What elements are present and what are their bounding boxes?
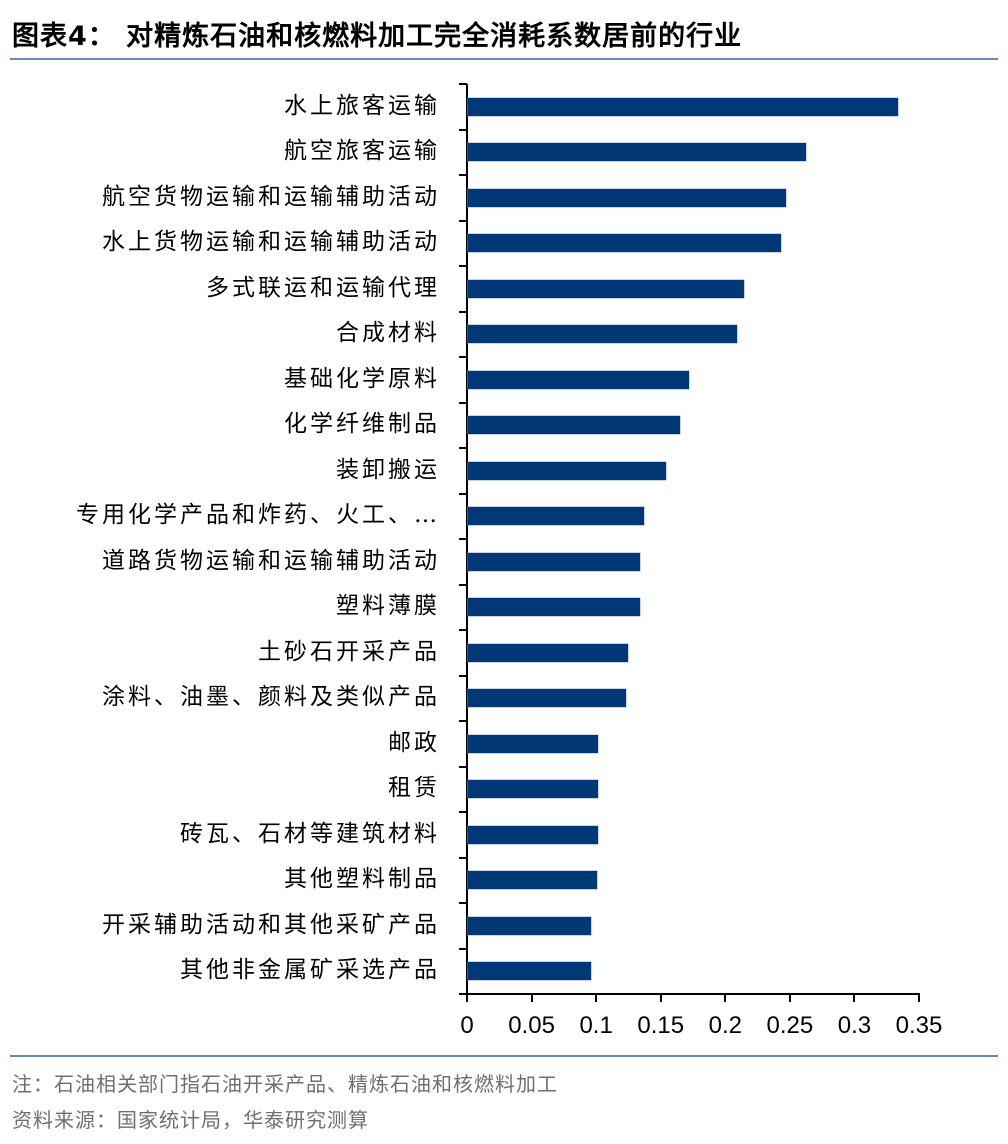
category-label: 航空货物运输和运输辅助活动 [102, 183, 440, 210]
category-label: 装卸搬运 [336, 456, 440, 483]
chart-note: 注：石油相关部门指石油开采产品、精炼石油和核燃料加工 [12, 1072, 558, 1096]
y-axis-tick [459, 674, 467, 677]
y-axis-tick [459, 720, 467, 722]
bar [468, 780, 598, 799]
bar [468, 370, 689, 389]
x-axis-tick [595, 994, 598, 1002]
x-axis-tick-label: 0.3 [837, 1012, 872, 1039]
category-label: 多式联运和运输代理 [206, 274, 440, 301]
bar [468, 234, 781, 253]
bar-chart: 水上旅客运输 航空旅客运输航空货物运输和运输辅助活动 水上货物运输和运输辅助活动多式… [76, 83, 943, 1039]
x-axis-tick-label: 0 [460, 1012, 474, 1039]
category-label: 其他塑料制品 [284, 866, 440, 893]
y-axis-tick [459, 947, 467, 950]
x-axis [466, 993, 920, 995]
category-label: 租赁 [388, 775, 440, 802]
bar [468, 188, 786, 207]
y-axis-tick [459, 492, 467, 495]
category-label: 土砂石开采产品 [258, 638, 440, 665]
category-label: 化学纤维制品 [284, 411, 440, 438]
y-axis-tick [459, 219, 467, 222]
category-label: 其他非金属矿采选产品 [180, 957, 440, 984]
y-axis-tick [459, 356, 467, 358]
x-axis-tick-label: 0.05 [508, 1012, 555, 1039]
title-divider [10, 58, 998, 60]
bar [468, 962, 591, 981]
bar [468, 825, 598, 844]
x-axis-tick [724, 994, 727, 1002]
y-axis-tick [459, 856, 467, 859]
y-axis-tick [459, 265, 467, 267]
category-label: 专用化学产品和炸药、火工、… [76, 502, 440, 529]
category-label: 基础化学原料 [284, 365, 440, 392]
category-label: 塑料薄膜 [336, 593, 440, 620]
category-label: 航空旅客运输 [284, 138, 440, 165]
category-label: 道路货物运输和运输辅助活动 [102, 547, 440, 574]
x-axis-tick [659, 994, 662, 1002]
y-axis-tick [459, 765, 467, 768]
x-axis-tick [853, 994, 856, 1002]
y-axis-tick [459, 538, 467, 540]
bar [468, 734, 598, 753]
x-axis-tick [466, 994, 468, 1002]
x-axis-tick [788, 994, 791, 1002]
y-axis-tick [459, 629, 467, 631]
bar [468, 461, 666, 480]
y-axis-tick [459, 902, 467, 904]
bar [468, 507, 644, 526]
category-label: 水上货物运输和运输辅助活动 [102, 229, 440, 256]
x-axis-tick [918, 994, 920, 1002]
bar [468, 871, 597, 890]
y-axis [466, 84, 468, 995]
x-axis-tick-label: 0.35 [895, 1012, 943, 1039]
x-axis-tick-label: 0.15 [637, 1012, 685, 1039]
chart-source: 资料来源：国家统计局，华泰研究测算 [12, 1108, 369, 1132]
bar [468, 97, 898, 116]
bar [468, 552, 640, 571]
y-axis-tick [459, 993, 467, 995]
x-axis-tick-label: 0.25 [766, 1012, 814, 1039]
bar [468, 279, 744, 298]
category-label: 合成材料 [336, 320, 440, 347]
bar [468, 916, 591, 935]
footer-divider [10, 1055, 998, 1057]
y-axis-tick [459, 447, 467, 449]
y-axis-tick [459, 83, 467, 85]
category-label: 涂料、油墨、颜料及类似产品 [102, 684, 440, 711]
y-axis-tick [459, 128, 467, 131]
bar [468, 689, 626, 708]
bar [468, 643, 628, 662]
x-axis-tick-label: 0.1 [579, 1012, 613, 1039]
bar [468, 143, 806, 162]
category-label: 水上旅客运输 [284, 92, 440, 119]
y-axis-tick [459, 811, 467, 813]
bar [468, 416, 680, 435]
category-label: 砖瓦、石材等建筑材料 [180, 820, 440, 847]
x-axis-tick-label: 0.2 [708, 1012, 742, 1039]
category-label: 邮政 [388, 729, 440, 756]
x-axis-tick [530, 994, 533, 1002]
y-axis-tick [459, 310, 467, 313]
y-axis-tick [459, 583, 467, 586]
y-axis-tick [459, 174, 467, 176]
bar [468, 325, 737, 344]
y-axis-tick [459, 401, 467, 404]
bar [468, 598, 640, 617]
category-label: 开采辅助活动和其他采矿产品 [102, 911, 440, 938]
chart-title: 图表4： 对精炼石油和核燃料加工完全消耗系数居前的行业 [12, 21, 743, 52]
